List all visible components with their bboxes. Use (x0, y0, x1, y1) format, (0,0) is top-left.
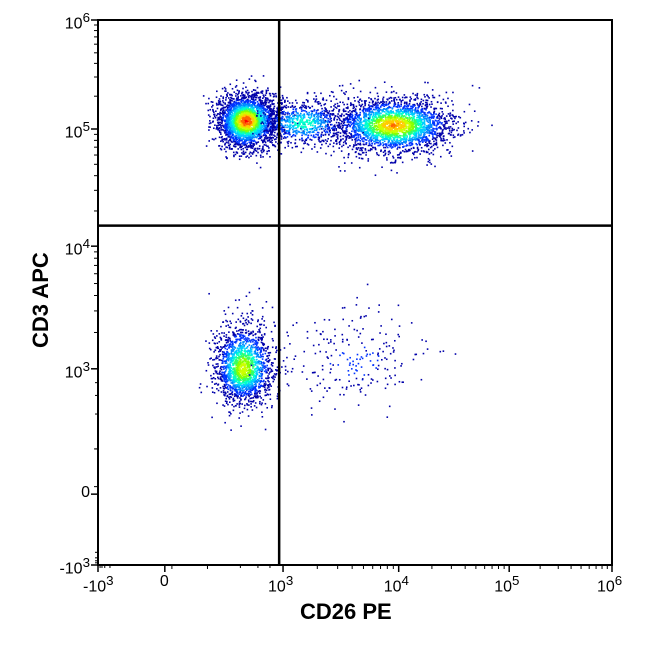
y-tick-label: 103 (46, 359, 90, 382)
x-tick-label: 105 (494, 573, 519, 596)
x-axis-title: CD26 PE (300, 599, 392, 625)
y-tick-label: -103 (46, 555, 90, 578)
y-tick-label: 104 (46, 236, 90, 259)
x-tick-label: 104 (384, 573, 409, 596)
x-tick-label: 0 (160, 573, 169, 591)
flow-cytometry-scatter: CD26 PE CD3 APC -1030103104105106-103010… (0, 0, 650, 645)
x-tick-label: 106 (597, 573, 622, 596)
plot-svg (0, 0, 650, 645)
y-tick-label: 0 (46, 484, 90, 502)
plot-border (98, 20, 612, 565)
y-tick-label: 105 (46, 119, 90, 142)
x-tick-label: 103 (268, 573, 293, 596)
y-axis-title: CD3 APC (28, 252, 54, 348)
y-tick-label: 106 (46, 10, 90, 33)
